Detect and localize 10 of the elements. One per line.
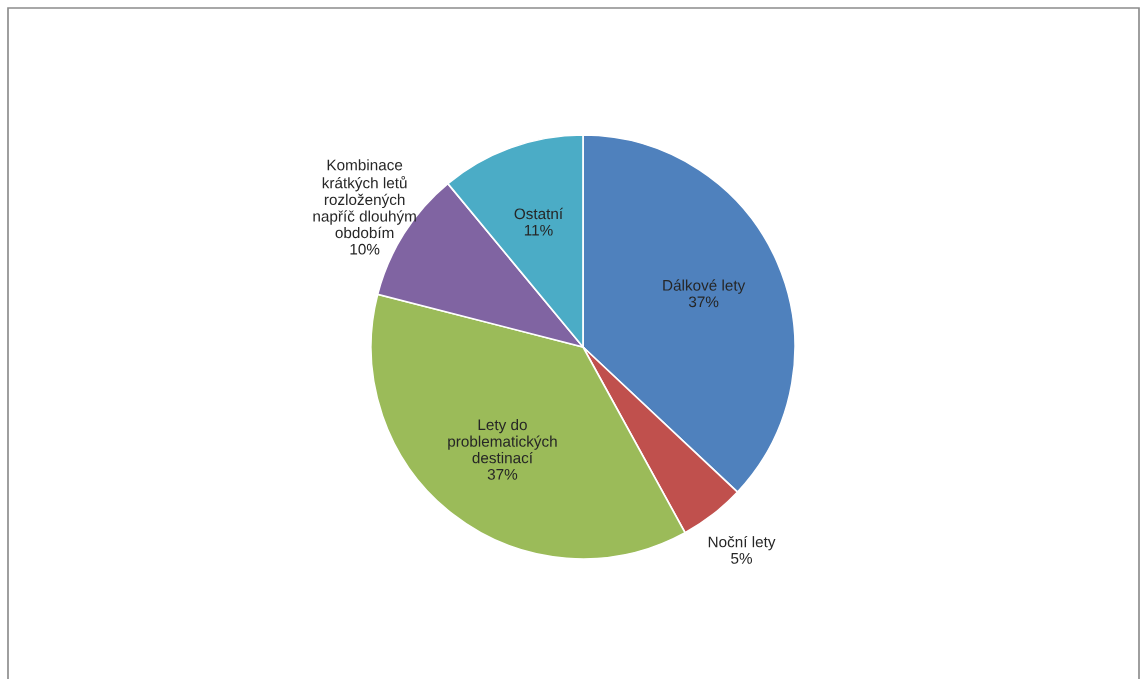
slice-label: Dálkové lety bbox=[663, 279, 746, 294]
slice-label: Kombinace krátkých letů rozložených napříč dlouhým obdobím bbox=[313, 159, 416, 239]
data-label: 37% bbox=[487, 468, 518, 480]
slice-label: Noční lety bbox=[708, 535, 776, 551]
slice-label: Ostatní bbox=[514, 207, 564, 220]
slice-label: Lety do problematických destinací bbox=[448, 418, 557, 464]
data-label: 10% bbox=[350, 243, 380, 255]
data-label: 5% bbox=[731, 553, 753, 564]
data-label: 37% bbox=[688, 296, 719, 308]
data-label: 11% bbox=[524, 224, 553, 236]
